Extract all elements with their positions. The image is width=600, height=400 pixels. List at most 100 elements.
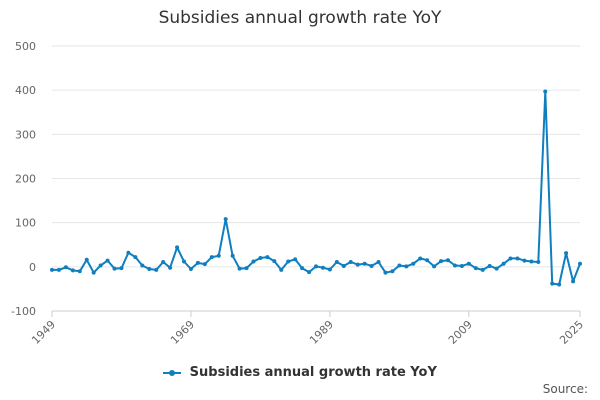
data-point	[140, 263, 145, 268]
data-point	[418, 256, 423, 261]
data-point	[376, 259, 381, 264]
y-tick-label: 0	[29, 261, 36, 274]
y-tick-label: 300	[15, 128, 36, 141]
data-point	[105, 258, 110, 263]
data-point	[557, 282, 562, 287]
data-point	[411, 261, 416, 266]
chart-title: Subsidies annual growth rate YoY	[158, 8, 442, 28]
data-point	[508, 256, 513, 261]
y-tick-label: 200	[15, 173, 36, 186]
data-point	[529, 259, 534, 264]
series-group	[50, 89, 582, 287]
x-tick-label: 1989	[307, 318, 336, 347]
y-tick-label: 500	[15, 40, 36, 53]
x-tick-label: 1949	[29, 318, 58, 347]
data-point	[522, 258, 527, 263]
data-point	[466, 261, 471, 266]
data-point	[216, 253, 221, 258]
data-point	[50, 267, 54, 272]
data-point	[147, 267, 152, 272]
data-point	[425, 258, 430, 263]
data-point	[244, 266, 249, 271]
data-point	[397, 263, 402, 268]
data-point	[390, 269, 395, 274]
data-point	[133, 255, 138, 260]
y-axis-ticks: 500 400 300 200 100 0 -100	[11, 40, 36, 318]
data-point	[571, 279, 576, 284]
data-point	[452, 263, 457, 268]
data-point	[362, 261, 367, 266]
legend-swatch-icon	[163, 368, 182, 378]
data-point	[258, 256, 263, 260]
data-point	[77, 269, 82, 274]
data-point	[293, 257, 298, 262]
data-point	[501, 261, 506, 266]
grid-lines	[52, 45, 580, 312]
data-point	[334, 259, 339, 264]
data-point	[91, 270, 96, 275]
data-point	[188, 267, 193, 272]
data-point	[578, 261, 582, 266]
data-point	[473, 266, 478, 271]
data-point	[459, 263, 464, 268]
data-point	[494, 266, 499, 271]
data-point	[56, 267, 61, 272]
data-point	[348, 259, 353, 264]
data-point	[327, 267, 332, 272]
data-point	[404, 264, 409, 269]
data-point	[564, 251, 569, 256]
data-point	[314, 264, 318, 269]
data-point	[279, 267, 284, 272]
data-point	[432, 264, 437, 269]
data-point	[209, 255, 214, 260]
data-point	[487, 263, 492, 268]
data-point	[355, 262, 360, 267]
series-line	[52, 90, 581, 286]
data-point	[286, 259, 291, 264]
data-point	[195, 260, 200, 265]
data-point	[84, 257, 89, 262]
data-point	[272, 259, 277, 264]
source-label: Source:	[542, 382, 588, 396]
legend-label: Subsidies annual growth rate YoY	[189, 365, 437, 380]
data-point	[341, 263, 346, 268]
data-point	[154, 267, 159, 272]
data-point	[182, 259, 186, 264]
data-point	[439, 259, 444, 264]
y-tick-label: -100	[11, 305, 36, 318]
data-point	[223, 217, 228, 222]
data-point	[126, 250, 131, 255]
data-point	[307, 270, 312, 275]
legend[interactable]: Subsidies annual growth rate YoY	[0, 365, 600, 380]
data-point	[536, 259, 541, 264]
data-point	[98, 263, 103, 268]
data-point	[119, 266, 124, 271]
data-point	[230, 253, 235, 258]
data-point	[543, 89, 548, 94]
data-point	[446, 258, 450, 263]
data-point	[202, 262, 207, 267]
y-tick-label: 100	[15, 217, 36, 230]
data-point	[63, 265, 68, 270]
x-axis-ticks: 1949 1969 1989 2009 2025	[29, 311, 586, 347]
data-point	[480, 267, 485, 272]
data-point	[161, 259, 166, 264]
data-point	[550, 281, 555, 286]
data-point	[251, 259, 256, 264]
data-point	[175, 245, 180, 250]
data-point	[383, 270, 388, 275]
y-tick-label: 400	[15, 84, 36, 97]
data-point	[70, 268, 75, 273]
x-tick-label: 2009	[446, 318, 475, 347]
data-point	[237, 266, 242, 271]
x-tick-label: 2025	[557, 318, 586, 347]
data-point	[320, 265, 325, 270]
data-point	[265, 255, 270, 260]
data-point	[515, 256, 520, 261]
data-point	[112, 266, 117, 271]
data-point	[369, 263, 374, 268]
data-point	[168, 265, 173, 270]
x-tick-label: 1969	[168, 318, 197, 347]
data-point	[300, 266, 305, 271]
